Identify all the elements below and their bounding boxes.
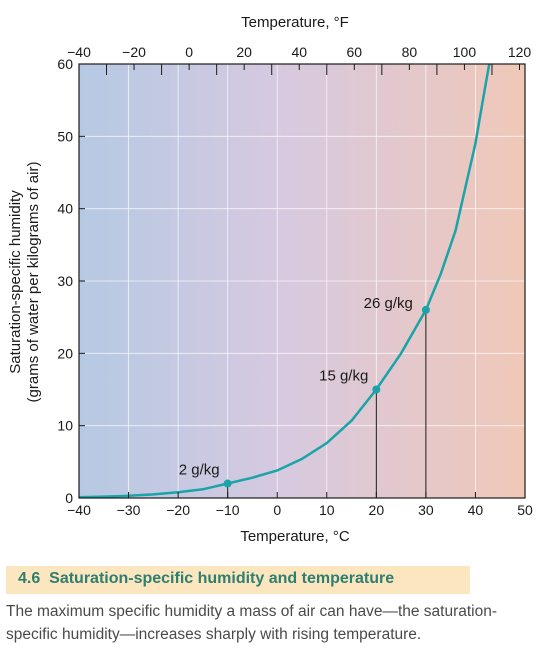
highlight-points: 2 g/kg 15 g/kg 26 g/kg xyxy=(179,295,430,488)
data-point xyxy=(421,305,430,314)
figure-number: 4.6 xyxy=(18,570,41,587)
x-tick-label: −30 xyxy=(117,502,141,518)
top-tick-label: 100 xyxy=(453,44,477,60)
y-axis-title-line2: (grams of water per kilograms of air) xyxy=(25,162,42,403)
top-axis-title: Temperature, °F xyxy=(241,14,349,31)
x-tick-label: −20 xyxy=(166,502,190,518)
x-tick-label: −10 xyxy=(216,502,240,518)
data-point xyxy=(372,385,381,394)
x-tick-label: 10 xyxy=(319,502,335,518)
y-tick-label: 60 xyxy=(57,56,73,72)
x-axis-title: Temperature, °C xyxy=(240,528,350,545)
y-tick-label: 0 xyxy=(65,490,73,506)
data-point xyxy=(223,479,232,488)
humidity-curve xyxy=(78,63,491,499)
figure-title-text: Saturation-specific humidity and tempera… xyxy=(49,570,395,587)
x-tick-label: 0 xyxy=(273,502,281,518)
y-tick-label: 10 xyxy=(57,418,73,434)
figure-title: 4.6 Saturation-specific humidity and tem… xyxy=(18,570,394,588)
y-tick-label: 30 xyxy=(57,273,73,289)
top-tick-label: 60 xyxy=(347,44,363,60)
top-tick-label: 40 xyxy=(291,44,307,60)
x-tick-label: −40 xyxy=(67,502,91,518)
x-tick-label: 30 xyxy=(418,502,434,518)
top-tick-label: −20 xyxy=(122,44,146,60)
top-tick-label: 120 xyxy=(508,44,532,60)
y-axis-title-line1: Saturation-specific humidity xyxy=(7,190,24,374)
y-tick-label: 40 xyxy=(57,201,73,217)
data-label: 26 g/kg xyxy=(364,295,413,312)
x-tick-label: 50 xyxy=(517,502,533,518)
figure-caption-bar: 4.6 Saturation-specific humidity and tem… xyxy=(6,566,470,594)
chart-svg: 2 g/kg 15 g/kg 26 g/kg −40 −30 −20 −10 0 10 20 30… xyxy=(7,14,533,545)
top-tick-label: 0 xyxy=(185,44,193,60)
data-label: 15 g/kg xyxy=(319,368,368,385)
y-tick-label: 50 xyxy=(57,128,73,144)
x-axis-bottom: −40 −30 −20 −10 0 10 20 30 40 50 xyxy=(67,492,533,518)
data-label: 2 g/kg xyxy=(179,462,220,479)
x-axis-top: −40 −20 0 20 40 60 80 100 120 xyxy=(67,44,531,75)
x-tick-label: 40 xyxy=(468,502,484,518)
figure-caption: The maximum specific humidity a mass of … xyxy=(6,603,498,643)
top-tick-label: −40 xyxy=(67,44,91,60)
x-tick-label: 20 xyxy=(369,502,385,518)
y-axis: 0 10 20 30 40 50 60 xyxy=(57,56,85,506)
y-tick-label: 20 xyxy=(57,345,73,361)
top-tick-label: 80 xyxy=(402,44,418,60)
top-tick-label: 20 xyxy=(236,44,252,60)
chart: 2 g/kg 15 g/kg 26 g/kg −40 −30 −20 −10 0 10 20 30… xyxy=(7,14,533,545)
